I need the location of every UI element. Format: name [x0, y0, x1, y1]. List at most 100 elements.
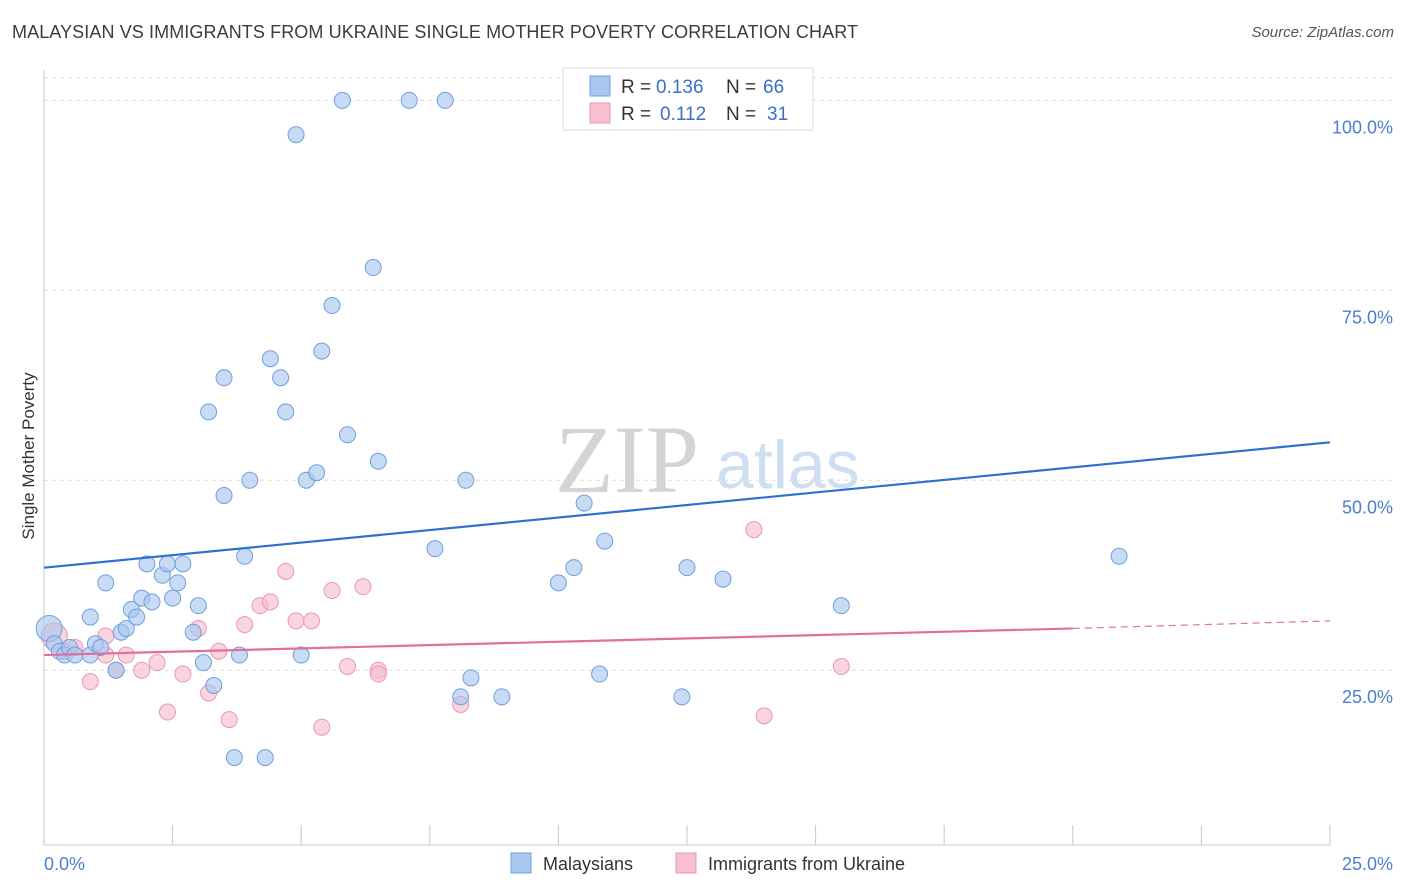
- malaysian-point-11: [107, 661, 125, 679]
- malaysian-point-64: [832, 597, 850, 615]
- trend-line-ukraine-extension: [1072, 620, 1331, 630]
- malaysian-point-31: [225, 749, 243, 767]
- y-tick-label-1: 50.0%: [1342, 497, 1393, 517]
- malaysian-point-13: [117, 619, 135, 637]
- malaysian-point-57: [565, 559, 583, 577]
- x-tick-label-max: 25.0%: [1342, 854, 1393, 874]
- malaysian-point-10: [97, 574, 115, 592]
- malaysian-point-47: [364, 259, 382, 277]
- trend-line-ukraine: [43, 627, 1073, 657]
- malaysian-point-46: [338, 426, 356, 444]
- ukraine-point-10: [158, 703, 176, 721]
- ukraine-point-9: [148, 654, 166, 672]
- watermark-atlas: atlas: [716, 427, 860, 503]
- legend-n-label-1: N =: [726, 77, 756, 98]
- malaysian-point-40: [292, 646, 310, 664]
- malaysian-point-38: [277, 403, 295, 421]
- ukraine-point-8: [133, 661, 151, 679]
- malaysian-point-51: [426, 540, 444, 558]
- ukraine-point-3: [81, 673, 99, 691]
- malaysian-point-42: [308, 464, 326, 482]
- malaysian-point-43: [313, 342, 331, 360]
- ukraine-point-27: [369, 665, 387, 683]
- source-credit: Source: ZipAtlas.com: [1251, 24, 1394, 41]
- malaysian-point-50: [436, 91, 454, 109]
- ukraine-point-16: [236, 616, 254, 634]
- legend-n-value-2: 31: [767, 104, 788, 125]
- malaysian-point-30: [215, 486, 233, 504]
- legend-n-label-2: N =: [726, 104, 756, 125]
- malaysian-point-37: [272, 369, 290, 387]
- malaysian-point-7: [81, 608, 99, 626]
- malaysian-point-26: [194, 654, 212, 672]
- ukraine-point-30: [755, 707, 773, 725]
- ukraine-point-29: [745, 521, 763, 539]
- legend-r-value-1: 0.136: [656, 77, 704, 98]
- ukraine-point-24: [338, 657, 356, 675]
- malaysian-point-65: [1110, 547, 1128, 565]
- legend-r-label-1: R =: [621, 77, 651, 98]
- malaysian-point-34: [241, 471, 259, 489]
- ukraine-point-25: [354, 578, 372, 596]
- series-legend: Malaysians Immigrants from Ukraine: [510, 852, 905, 874]
- y-tick-label-3: 100.0%: [1332, 117, 1393, 137]
- y-axis-title: Single Mother Poverty: [19, 372, 38, 540]
- y-tick-labels: 25.0% 50.0% 75.0% 100.0%: [1332, 117, 1393, 707]
- malaysian-point-9: [92, 638, 110, 656]
- malaysian-point-60: [596, 532, 614, 550]
- ukraine-point-7: [117, 646, 135, 664]
- malaysian-point-20: [158, 555, 176, 573]
- legend-r-value-2: 0.112: [660, 104, 706, 125]
- trend-line-malaysians: [43, 441, 1331, 569]
- malaysian-point-29: [215, 369, 233, 387]
- malaysian-point-45: [333, 91, 351, 109]
- bottom-legend-label-ukraine: Immigrants from Ukraine: [708, 854, 905, 874]
- x-ticks: [43, 825, 1331, 845]
- malaysian-point-35: [256, 749, 274, 767]
- malaysian-point-53: [457, 471, 475, 489]
- ukraine-point-21: [302, 612, 320, 630]
- bottom-legend-label-malaysians: Malaysians: [543, 854, 633, 874]
- malaysian-point-21: [164, 589, 182, 607]
- ukraine-point-11: [174, 665, 192, 683]
- ukraine-point-18: [261, 593, 279, 611]
- malaysian-point-23: [174, 555, 192, 573]
- bottom-legend-swatch-ukraine: [675, 852, 697, 874]
- malaysian-point-56: [549, 574, 567, 592]
- malaysian-point-59: [591, 665, 609, 683]
- malaysian-point-49: [400, 91, 418, 109]
- x-tick-label-min: 0.0%: [44, 854, 85, 874]
- legend-swatch-malaysians: [589, 75, 611, 97]
- malaysian-point-44: [323, 297, 341, 315]
- y-tick-label-0: 25.0%: [1342, 687, 1393, 707]
- watermark-zip: ZIP: [555, 406, 699, 513]
- malaysian-point-61: [673, 688, 691, 706]
- stats-legend: R = 0.136 N = 66 R = 0.112 N = 31: [562, 67, 814, 131]
- series-ukraine-points: [40, 521, 850, 736]
- trend-lines: [43, 441, 1331, 657]
- legend-r-label-2: R =: [621, 104, 651, 125]
- legend-n-value-1: 66: [763, 77, 784, 98]
- ukraine-point-20: [287, 612, 305, 630]
- malaysian-point-22: [169, 574, 187, 592]
- malaysian-point-55: [493, 688, 511, 706]
- malaysian-point-52: [452, 688, 470, 706]
- malaysian-point-36: [261, 350, 279, 368]
- malaysian-point-48: [369, 452, 387, 470]
- y-tick-label-2: 75.0%: [1342, 307, 1393, 327]
- malaysian-point-15: [128, 608, 146, 626]
- malaysian-point-33: [236, 547, 254, 565]
- ukraine-point-15: [220, 711, 238, 729]
- malaysian-point-54: [462, 669, 480, 687]
- malaysian-point-18: [143, 593, 161, 611]
- malaysian-point-39: [287, 126, 305, 144]
- bottom-legend-swatch-malaysians: [510, 852, 532, 874]
- malaysian-point-63: [714, 570, 732, 588]
- malaysian-point-62: [678, 559, 696, 577]
- malaysian-point-27: [200, 403, 218, 421]
- ukraine-point-19: [277, 562, 295, 580]
- legend-swatch-ukraine: [589, 102, 611, 124]
- ukraine-point-23: [323, 581, 341, 599]
- malaysian-point-58: [575, 494, 593, 512]
